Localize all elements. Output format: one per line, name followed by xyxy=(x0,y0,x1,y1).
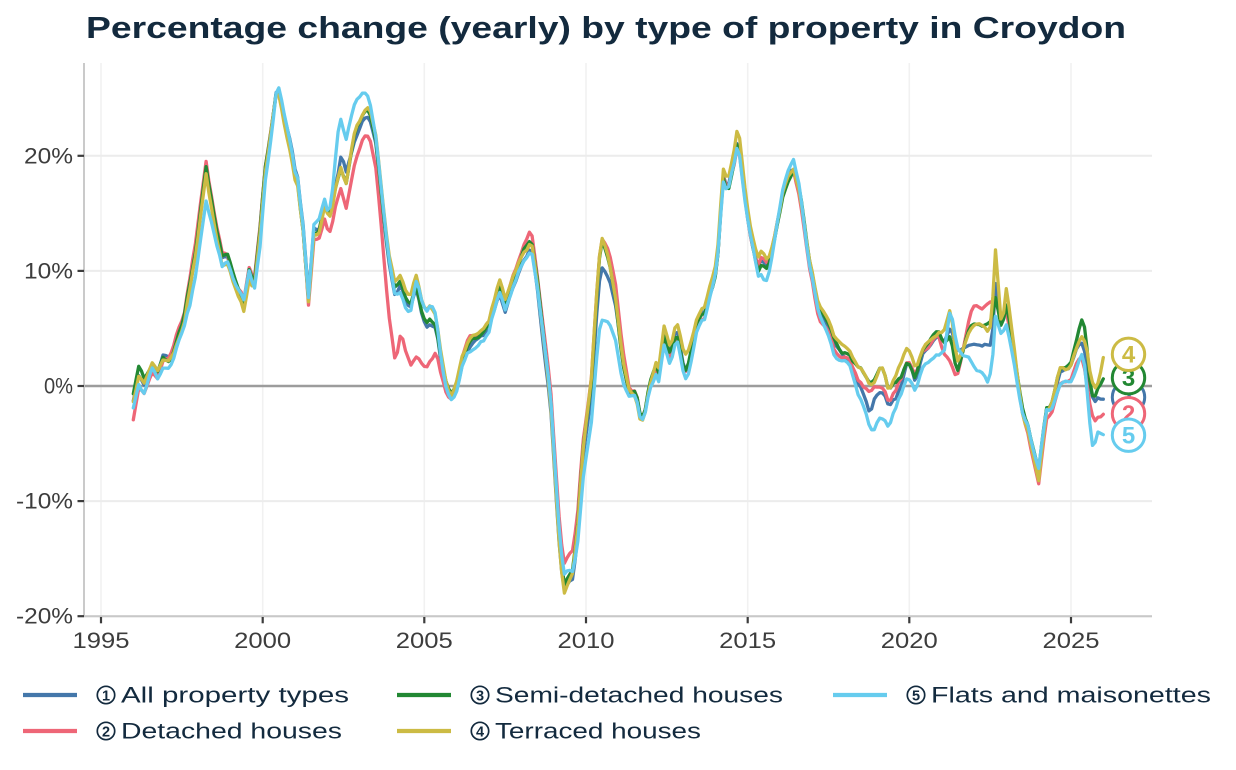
svg-text:2000: 2000 xyxy=(234,628,291,653)
svg-text:Flats and maisonettes: Flats and maisonettes xyxy=(931,683,1211,708)
svg-text:2: 2 xyxy=(102,724,110,740)
svg-text:5: 5 xyxy=(912,688,920,704)
svg-text:1995: 1995 xyxy=(73,628,130,653)
svg-text:2015: 2015 xyxy=(719,628,776,653)
svg-text:20%: 20% xyxy=(24,143,73,168)
svg-text:3: 3 xyxy=(476,688,484,704)
svg-text:Detached houses: Detached houses xyxy=(121,719,342,744)
svg-text:0%: 0% xyxy=(44,374,73,399)
svg-text:1: 1 xyxy=(102,688,110,704)
svg-text:10%: 10% xyxy=(24,258,73,283)
svg-text:-10%: -10% xyxy=(16,489,73,514)
svg-text:Terraced houses: Terraced houses xyxy=(495,719,701,744)
svg-text:4: 4 xyxy=(1122,342,1136,369)
svg-text:4: 4 xyxy=(476,724,484,740)
svg-text:2005: 2005 xyxy=(396,628,453,653)
svg-text:-20%: -20% xyxy=(16,604,73,629)
svg-text:5: 5 xyxy=(1122,422,1135,449)
svg-text:2010: 2010 xyxy=(558,628,615,653)
svg-text:Semi-detached houses: Semi-detached houses xyxy=(495,683,783,708)
svg-text:2020: 2020 xyxy=(881,628,938,653)
svg-text:All property types: All property types xyxy=(121,683,349,708)
svg-text:2025: 2025 xyxy=(1043,628,1100,653)
svg-text:Percentage change (yearly) by: Percentage change (yearly) by type of pr… xyxy=(86,10,1126,45)
